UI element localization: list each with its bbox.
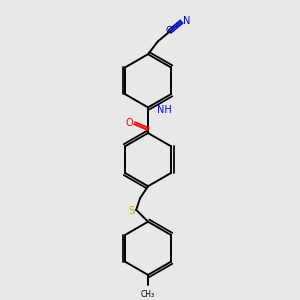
Text: CH₃: CH₃: [141, 290, 155, 299]
Text: C: C: [166, 26, 172, 35]
Text: S: S: [128, 206, 135, 216]
Text: O: O: [125, 118, 133, 128]
Text: N: N: [183, 16, 190, 26]
Text: NH: NH: [157, 105, 172, 116]
